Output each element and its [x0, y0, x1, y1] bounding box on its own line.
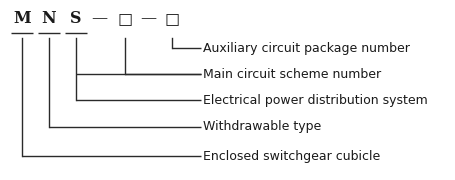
Text: □: □ [164, 10, 180, 27]
Text: —: — [140, 10, 156, 27]
Text: —: — [91, 10, 107, 27]
Text: Auxiliary circuit package number: Auxiliary circuit package number [203, 42, 410, 55]
Text: Enclosed switchgear cubicle: Enclosed switchgear cubicle [203, 150, 380, 163]
Text: Main circuit scheme number: Main circuit scheme number [203, 68, 381, 81]
Text: N: N [41, 10, 56, 27]
Text: □: □ [117, 10, 133, 27]
Text: M: M [13, 10, 31, 27]
Text: Electrical power distribution system: Electrical power distribution system [203, 94, 428, 107]
Text: Withdrawable type: Withdrawable type [203, 120, 322, 133]
Text: S: S [70, 10, 81, 27]
